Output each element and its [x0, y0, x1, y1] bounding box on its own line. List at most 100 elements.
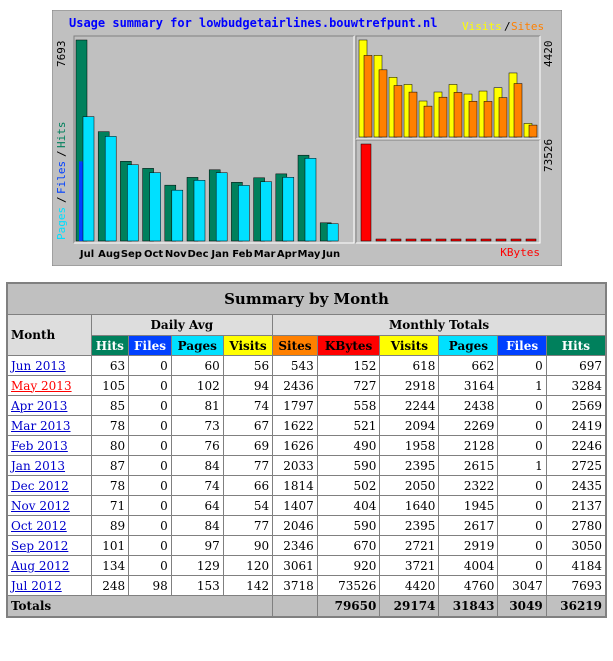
month-cell: Sep 2012 [6, 535, 92, 556]
x-tick-may: May [298, 249, 321, 260]
total-col-files: Files [497, 335, 547, 356]
month-link[interactable]: Aug 2012 [11, 558, 70, 573]
totals-sites-empty [272, 595, 318, 618]
daily-col-visits: Visits [222, 335, 274, 356]
table-title: Summary by Month [6, 282, 607, 315]
daily-hits-cell: 87 [90, 455, 130, 476]
daily-visits-cell: 74 [222, 395, 274, 416]
table-row: May 2013 105 0 102 94 2436 727 2918 3164 1 3284 [6, 375, 607, 396]
visits-panel-frame-shadow [355, 35, 540, 139]
total-pages-cell: 2438 [438, 395, 499, 416]
daily-hits-cell: 78 [90, 475, 130, 496]
total-kbytes-cell: 670 [316, 535, 381, 556]
total-col-kbytes: KBytes [316, 335, 381, 356]
daily-pages-cell: 81 [170, 395, 224, 416]
daily-visits-cell: 69 [222, 435, 274, 456]
daily-col-pages: Pages [170, 335, 224, 356]
table-row: Nov 2012 71 0 64 54 1407 404 1640 1945 0 2137 [6, 495, 607, 516]
daily-col-files: Files [128, 335, 172, 356]
month-link[interactable]: Nov 2012 [11, 498, 70, 513]
month-link[interactable]: Mar 2013 [11, 418, 71, 433]
month-link[interactable]: Jul 2012 [11, 578, 62, 593]
bar-kbytes-nov [420, 238, 432, 242]
summary-by-month-table: Summary by Month Month Daily Avg Monthly To… [6, 282, 607, 618]
total-hits-cell: 4184 [545, 555, 607, 576]
month-cell: Aug 2012 [6, 555, 92, 576]
legend-left-3: / [55, 150, 68, 157]
left-panel-frame-highlight [74, 36, 355, 244]
bar-sites-jul [363, 55, 373, 138]
total-hits-cell: 2725 [545, 455, 607, 476]
graph-title: Usage summary for lowbudgetairlines.bouw… [69, 16, 437, 30]
daily-visits-cell: 56 [222, 355, 274, 376]
total-kbytes-cell: 558 [316, 395, 381, 416]
x-tick-mar: Mar [254, 249, 276, 260]
total-kbytes-cell: 502 [316, 475, 381, 496]
total-visits-cell: 1958 [379, 435, 440, 456]
month-link[interactable]: Oct 2012 [11, 518, 67, 533]
month-cell: Mar 2013 [6, 415, 92, 436]
bar-kbytes-sep [390, 238, 402, 242]
bar-kbytes-apr [495, 238, 507, 242]
month-link[interactable]: Jun 2013 [11, 358, 66, 373]
total-sites-cell: 2033 [272, 455, 318, 476]
total-col-visits: Visits [379, 335, 440, 356]
daily-hits-files-pages-panel: Jul Aug Sep Oct Nov Dec Jan Feb Mar Apr May Jun [73, 35, 355, 260]
legend-left-2: Files [55, 161, 68, 194]
total-sites-cell: 1626 [272, 435, 318, 456]
total-pages-cell: 4760 [438, 575, 499, 596]
month-column-header: Month [6, 314, 92, 356]
table-column-header-row: Hits Files Pages Visits Sites KBytes Visits Pag… [7, 335, 607, 356]
bar-sites-apr [498, 97, 508, 138]
table-row: Oct 2012 89 0 84 77 2046 590 2395 2617 0 2780 [6, 515, 607, 536]
total-pages-cell: 2617 [438, 515, 499, 536]
month-link[interactable]: Dec 2012 [11, 478, 69, 493]
total-pages-cell: 2615 [438, 455, 499, 476]
daily-avg-header: Daily Avg [90, 314, 274, 336]
x-tick-jan: Jan [210, 249, 229, 260]
total-files-cell: 3047 [497, 575, 547, 596]
total-visits-cell: 2244 [379, 395, 440, 416]
daily-visits-cell: 66 [222, 475, 274, 496]
bar-pages-feb [238, 185, 250, 242]
table-row: Mar 2013 78 0 73 67 1622 521 2094 2269 0 2419 [6, 415, 607, 436]
total-hits-cell: 2569 [545, 395, 607, 416]
daily-pages-cell: 153 [170, 575, 224, 596]
month-cell: Oct 2012 [6, 515, 92, 536]
total-kbytes-cell: 521 [316, 415, 381, 436]
daily-pages-cell: 73 [170, 415, 224, 436]
month-link[interactable]: Sep 2012 [11, 538, 69, 553]
total-pages-cell: 2269 [438, 415, 499, 436]
month-link[interactable]: Apr 2013 [11, 398, 68, 413]
month-link[interactable]: Feb 2013 [11, 438, 68, 453]
total-files-cell: 0 [497, 395, 547, 416]
totals-value: 36219 [545, 595, 607, 618]
table-row: Apr 2013 85 0 81 74 1797 558 2244 2438 0 2569 [6, 395, 607, 416]
totals-value: 29174 [379, 595, 440, 618]
month-cell: Jul 2012 [6, 575, 92, 596]
daily-col-hits: Hits [90, 335, 130, 356]
x-tick-oct: Oct [144, 249, 163, 260]
total-kbytes-cell: 727 [316, 375, 381, 396]
daily-pages-cell: 84 [170, 515, 224, 536]
daily-hits-cell: 63 [90, 355, 130, 376]
month-link[interactable]: May 2013 [11, 378, 72, 393]
total-visits-cell: 3721 [379, 555, 440, 576]
total-col-sites: Sites [272, 335, 318, 356]
daily-files-cell: 0 [128, 535, 172, 556]
table-row: Dec 2012 78 0 74 66 1814 502 2050 2322 0 2435 [6, 475, 607, 496]
total-sites-cell: 1407 [272, 495, 318, 516]
daily-files-cell: 0 [128, 555, 172, 576]
legend-left-0: Pages [55, 207, 68, 240]
visits-sites-panel [355, 35, 541, 140]
daily-hits-cell: 85 [90, 395, 130, 416]
total-kbytes-cell: 404 [316, 495, 381, 516]
daily-files-cell: 0 [128, 495, 172, 516]
total-col-hits: Hits [545, 335, 607, 356]
totals-value: 31843 [438, 595, 499, 618]
month-link[interactable]: Jan 2013 [11, 458, 66, 473]
table-row: Jul 2012 248 98 153 142 3718 73526 4420 4760 3047… [6, 575, 607, 596]
total-sites-cell: 2436 [272, 375, 318, 396]
total-visits-cell: 2050 [379, 475, 440, 496]
